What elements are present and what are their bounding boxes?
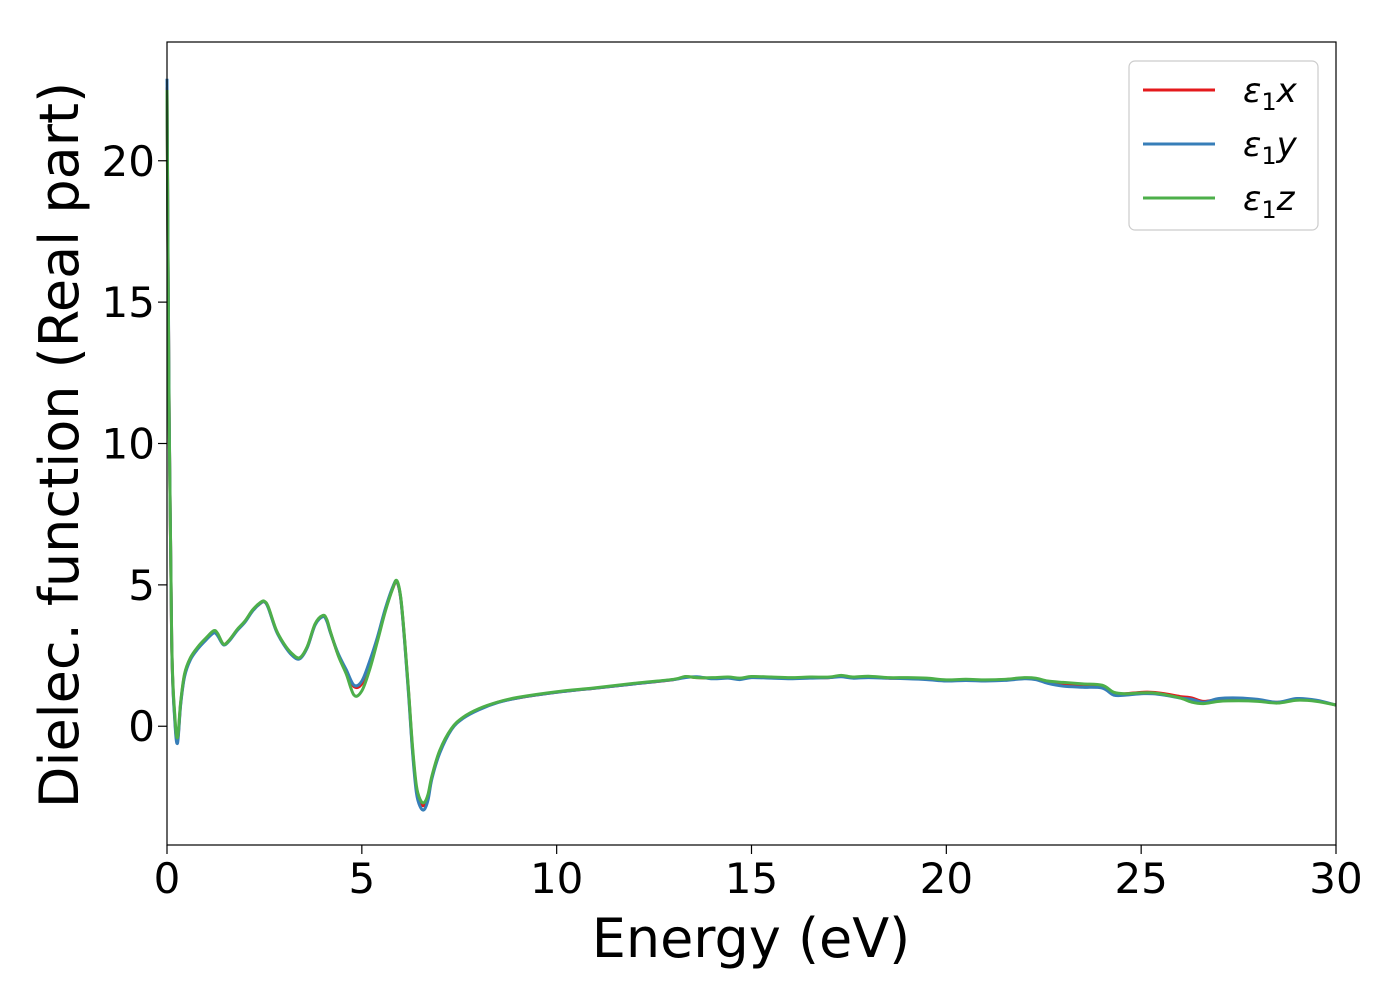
legend: ε1x ε1y ε1z xyxy=(1128,60,1319,231)
legend-label-x: ε1x xyxy=(1243,71,1298,116)
x-tick-label: 5 xyxy=(348,854,375,903)
legend-label-z: ε1z xyxy=(1243,179,1296,224)
series-layer xyxy=(165,78,1337,812)
x-tick-label: 15 xyxy=(725,854,778,903)
x-tick-label: 25 xyxy=(1114,854,1167,903)
y-tick-label: 20 xyxy=(102,137,155,186)
y-tick-label: 10 xyxy=(102,420,155,469)
x-tick-label: 30 xyxy=(1309,854,1362,903)
y-tick-label: 0 xyxy=(128,702,155,751)
x-tick-label: 10 xyxy=(530,854,583,903)
series-line-z xyxy=(165,90,1337,805)
x-tick-label: 0 xyxy=(154,854,181,903)
x-axis-title: Energy (eV) xyxy=(592,907,911,970)
y-axis-ticks: 0 5 10 15 20 xyxy=(102,137,167,751)
legend-label-y: ε1y xyxy=(1243,125,1298,170)
x-tick-label: 20 xyxy=(920,854,973,903)
x-axis-ticks: 0 5 10 15 20 25 30 xyxy=(154,845,1363,903)
legend-box xyxy=(1128,60,1319,231)
y-tick-label: 15 xyxy=(102,278,155,327)
y-tick-label: 5 xyxy=(128,561,155,610)
y-axis-title: Dielec. function (Real part) xyxy=(28,82,91,808)
